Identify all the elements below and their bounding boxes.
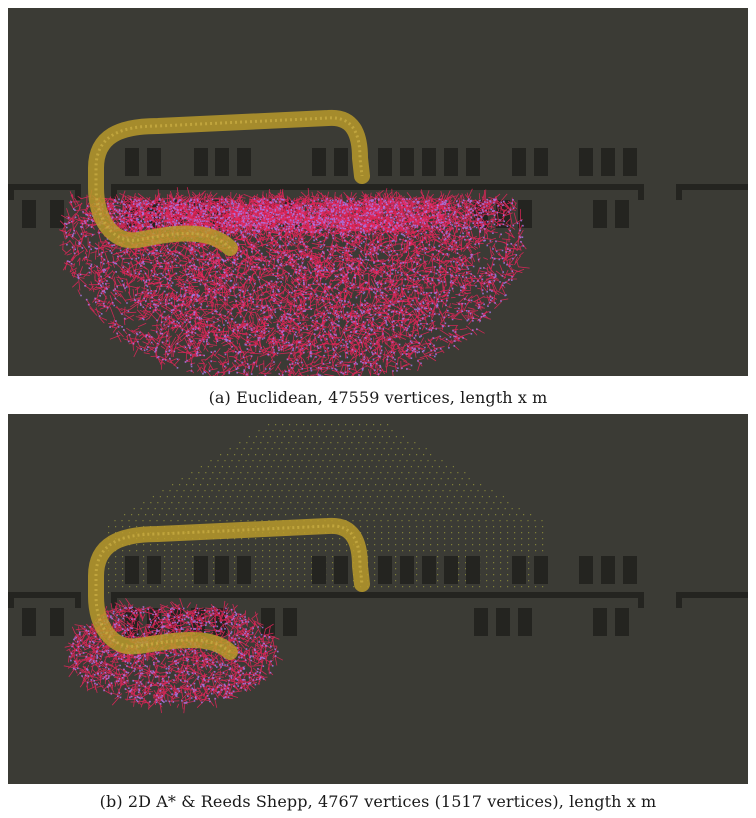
parking-obstacle xyxy=(579,556,593,584)
search-tree xyxy=(114,192,468,366)
parking-obstacle xyxy=(444,556,458,584)
wall-post xyxy=(676,592,682,608)
wall-post xyxy=(75,592,81,608)
wall-post xyxy=(638,592,644,608)
panel-b-plot xyxy=(8,424,748,714)
wall-post xyxy=(111,184,117,200)
parking-obstacle xyxy=(147,556,161,584)
parking-obstacle xyxy=(147,148,161,176)
parking-obstacle xyxy=(601,556,615,584)
parking-obstacle xyxy=(378,556,392,584)
panel-a-plot xyxy=(8,109,748,376)
parking-obstacle xyxy=(615,200,629,228)
astar-grid xyxy=(108,424,544,594)
parking-obstacle xyxy=(623,148,637,176)
parking-obstacle xyxy=(237,556,251,584)
wall-post xyxy=(676,184,682,200)
parking-obstacle xyxy=(466,556,480,584)
parking-obstacle xyxy=(50,608,64,636)
parking-obstacle xyxy=(593,200,607,228)
parking-obstacle xyxy=(312,148,326,176)
wall-segment xyxy=(111,592,644,598)
parking-obstacle xyxy=(283,608,297,636)
wall-segment xyxy=(8,184,81,190)
parking-obstacle xyxy=(215,556,229,584)
wall-segment xyxy=(8,592,81,598)
parking-obstacle xyxy=(512,556,526,584)
planned-path xyxy=(88,517,370,660)
parking-obstacle xyxy=(22,200,36,228)
panel-a-euclidean xyxy=(8,8,748,376)
parking-obstacle xyxy=(466,148,480,176)
parking-obstacle xyxy=(215,148,229,176)
parking-obstacle xyxy=(593,608,607,636)
parking-obstacle xyxy=(312,556,326,584)
panel-b-astar-reeds-shepp xyxy=(8,414,748,784)
caption-b: (b) 2D A* & Reeds Shepp, 4767 vertices (… xyxy=(99,792,657,811)
parking-obstacle xyxy=(422,556,436,584)
parking-obstacle xyxy=(512,148,526,176)
wall-post xyxy=(75,184,81,200)
parking-obstacle xyxy=(534,556,548,584)
tree-vertices xyxy=(126,203,463,358)
parking-obstacle xyxy=(534,148,548,176)
parking-obstacle xyxy=(579,148,593,176)
parking-obstacle xyxy=(400,148,414,176)
parking-obstacle xyxy=(518,608,532,636)
parking-obstacle xyxy=(615,608,629,636)
parking-obstacle xyxy=(125,148,139,176)
parking-obstacle xyxy=(237,148,251,176)
wall-segment xyxy=(676,184,748,190)
parking-obstacle xyxy=(518,200,532,228)
wall-segment xyxy=(676,592,748,598)
grid-dots xyxy=(108,424,544,594)
path-poses xyxy=(94,116,364,250)
parking-obstacle xyxy=(378,148,392,176)
parking-obstacle xyxy=(422,148,436,176)
parking-obstacle xyxy=(601,148,615,176)
caption-a: (a) Euclidean, 47559 vertices, length x … xyxy=(208,388,548,407)
parking-obstacle xyxy=(334,556,348,584)
parking-obstacle xyxy=(334,148,348,176)
wall-post xyxy=(638,184,644,200)
parking-obstacle xyxy=(261,608,275,636)
parking-obstacle xyxy=(194,148,208,176)
parking-map xyxy=(8,556,748,636)
parking-obstacle xyxy=(22,608,36,636)
wall-post xyxy=(8,184,14,200)
parking-obstacle xyxy=(194,556,208,584)
wall-post xyxy=(8,592,14,608)
parking-obstacle xyxy=(400,556,414,584)
parking-obstacle xyxy=(125,556,139,584)
wall-segment xyxy=(111,184,644,190)
parking-obstacle xyxy=(623,556,637,584)
parking-obstacle xyxy=(444,148,458,176)
wall-post xyxy=(111,592,117,608)
parking-obstacle xyxy=(496,608,510,636)
parking-obstacle xyxy=(50,200,64,228)
parking-obstacle xyxy=(474,608,488,636)
